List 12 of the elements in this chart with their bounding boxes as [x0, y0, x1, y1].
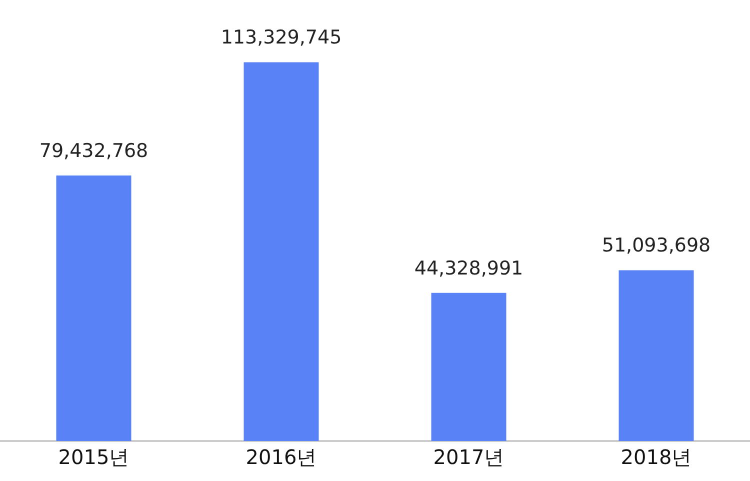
x-tick-label: 2017년 — [433, 445, 504, 470]
bar — [618, 270, 694, 441]
x-tick-label: 2016년 — [246, 445, 317, 470]
data-label: 51,093,698 — [602, 234, 711, 257]
data-label: 79,432,768 — [39, 140, 148, 162]
data-label: 44,328,991 — [414, 257, 524, 280]
bar — [244, 62, 319, 441]
x-tick-label: 2015년 — [58, 445, 130, 470]
bar — [56, 176, 132, 441]
bar — [431, 292, 506, 441]
data-label: 113,329,745 — [220, 26, 342, 49]
x-tick-label: 2018년 — [620, 445, 692, 470]
